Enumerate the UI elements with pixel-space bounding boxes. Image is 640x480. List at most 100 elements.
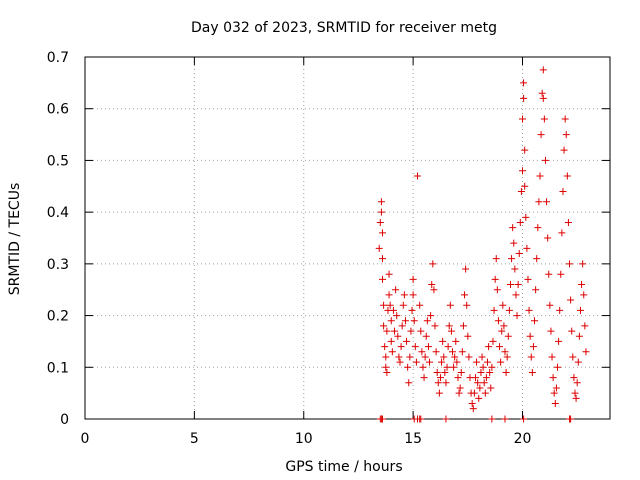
data-point [459, 322, 467, 330]
data-point [433, 368, 441, 376]
data-point [544, 234, 552, 242]
data-point [581, 322, 589, 330]
data-point [443, 363, 451, 371]
data-point [382, 363, 390, 371]
data-point [548, 353, 556, 361]
data-point [526, 332, 534, 340]
data-point [481, 389, 489, 397]
data-point [480, 379, 488, 387]
data-point [405, 379, 413, 387]
data-point [444, 343, 452, 351]
y-tick-label: 0 [60, 412, 69, 428]
data-point [517, 187, 525, 195]
data-point [468, 399, 476, 407]
data-point [463, 301, 471, 309]
data-point [524, 275, 532, 283]
data-point [535, 198, 543, 206]
data-points [375, 66, 590, 423]
data-point [451, 353, 459, 361]
data-point [470, 389, 478, 397]
data-point [376, 218, 384, 226]
data-point [562, 131, 570, 139]
data-point [554, 363, 561, 371]
data-point [421, 353, 429, 361]
data-point [426, 358, 434, 366]
data-point [500, 322, 508, 330]
data-point [485, 343, 493, 351]
data-point [431, 322, 439, 330]
data-point [379, 229, 386, 237]
data-point [379, 415, 386, 423]
data-point [527, 353, 535, 361]
data-point [499, 301, 507, 309]
data-point [418, 348, 426, 356]
data-point [552, 384, 560, 392]
data-point [566, 260, 574, 268]
data-point [521, 182, 529, 190]
data-point [469, 405, 477, 413]
data-point [455, 389, 463, 397]
data-point [539, 94, 547, 102]
data-point [380, 322, 388, 330]
data-point [406, 353, 414, 361]
data-point [438, 358, 446, 366]
data-point [474, 379, 482, 387]
data-point [439, 337, 447, 345]
data-point [471, 374, 479, 382]
data-point [519, 167, 526, 175]
data-point [396, 358, 404, 366]
data-point [506, 281, 514, 289]
data-point [389, 306, 397, 314]
data-point [520, 94, 528, 102]
data-point [571, 389, 579, 397]
data-point [490, 306, 498, 314]
data-point [501, 348, 509, 356]
grid-lines [85, 57, 610, 419]
data-point [514, 281, 522, 289]
data-point [380, 301, 388, 309]
data-point [452, 337, 460, 345]
data-point [445, 322, 453, 330]
data-point [393, 312, 401, 320]
data-point [440, 353, 448, 361]
data-point [512, 291, 520, 299]
x-tick-label: 5 [190, 431, 199, 447]
data-point [377, 198, 385, 206]
data-point [442, 415, 450, 423]
data-point [520, 79, 528, 87]
data-point [502, 368, 510, 376]
data-point [382, 353, 390, 361]
data-point [508, 255, 516, 263]
data-point [482, 374, 490, 382]
axis-ticks [84, 56, 610, 420]
data-point [560, 146, 568, 154]
data-point [379, 255, 386, 263]
data-point [534, 224, 542, 232]
data-point [457, 368, 465, 376]
data-point [519, 115, 526, 123]
data-point [379, 275, 386, 283]
data-point [513, 312, 521, 320]
data-point [572, 394, 580, 402]
data-point [381, 343, 389, 351]
data-point [546, 301, 554, 309]
data-point [492, 255, 500, 263]
data-point [567, 415, 575, 423]
data-point [573, 379, 581, 387]
y-tick-label: 0.1 [47, 360, 69, 376]
data-point [501, 415, 509, 423]
data-point [420, 374, 428, 382]
data-point [555, 337, 563, 345]
data-point [493, 286, 501, 294]
data-point [531, 317, 539, 325]
data-point [578, 281, 586, 289]
data-point [434, 379, 442, 387]
data-point [547, 327, 555, 335]
data-point [385, 291, 393, 299]
data-point [491, 275, 499, 283]
data-point [409, 275, 417, 283]
data-point [528, 368, 536, 376]
data-point [569, 353, 577, 361]
data-point [558, 229, 566, 237]
